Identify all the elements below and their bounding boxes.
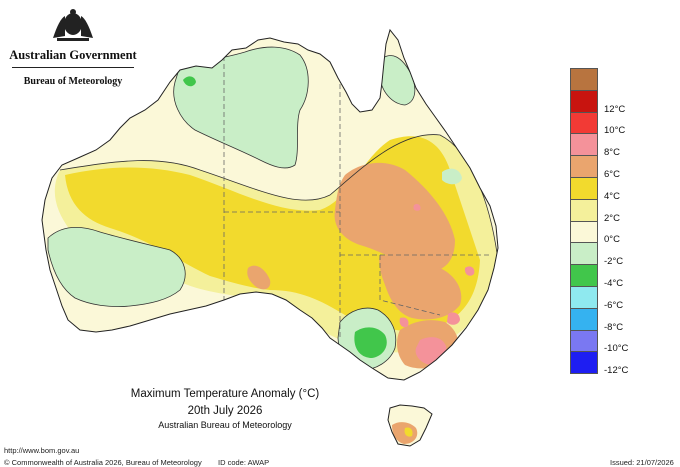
legend-label: 12°C [604,103,626,115]
legend-swatch [570,198,598,222]
map-title: Maximum Temperature Anomaly (°C) [130,388,320,400]
coat-of-arms-logo [53,9,93,41]
footer-issued: Issued: 21/07/2026 [610,458,674,467]
legend-label: 10°C [604,125,626,137]
legend-swatch [570,286,598,309]
legend-swatch [570,242,598,266]
footer-copyright: © Commonwealth of Australia 2026, Bureau… [4,458,202,467]
legend-swatch [570,307,598,331]
legend-swatch [570,220,598,244]
legend-swatch [570,264,598,287]
legend-swatch [570,329,598,353]
map-source: Australian Bureau of Meteorology [158,420,292,430]
legend-swatch [570,155,598,178]
legend-label: -12°C [604,365,629,377]
map-title-block: Maximum Temperature Anomaly (°C) 20th Ju… [100,388,350,430]
bureau-title: Bureau of Meteorology [23,76,123,87]
legend-swatch [570,177,598,200]
legend-label: -6°C [604,299,624,311]
legend-label: 4°C [604,190,620,202]
legend-label: 8°C [604,147,620,159]
legend-swatch [570,111,598,135]
legend-label: 6°C [604,169,620,180]
map-date: 20th July 2026 [187,405,263,417]
legend-label: -10°C [604,343,629,355]
legend-swatch [570,68,598,91]
legend-label: -2°C [604,256,624,268]
footer-id-code: ID code: AWAP [218,458,270,467]
footer-url[interactable]: http://www.bom.gov.au [4,446,80,455]
legend-swatch [570,351,598,375]
legend-label: 2°C [604,212,620,224]
legend-label: -8°C [604,321,624,333]
legend-swatch [570,133,598,157]
legend-swatch [570,89,598,113]
government-title: Australian Government [9,48,137,62]
legend-label: 0°C [604,234,620,246]
header-block: Australian Government Bureau of Meteorol… [8,8,138,87]
header-divider [12,67,134,68]
legend-label: -4°C [604,278,624,289]
